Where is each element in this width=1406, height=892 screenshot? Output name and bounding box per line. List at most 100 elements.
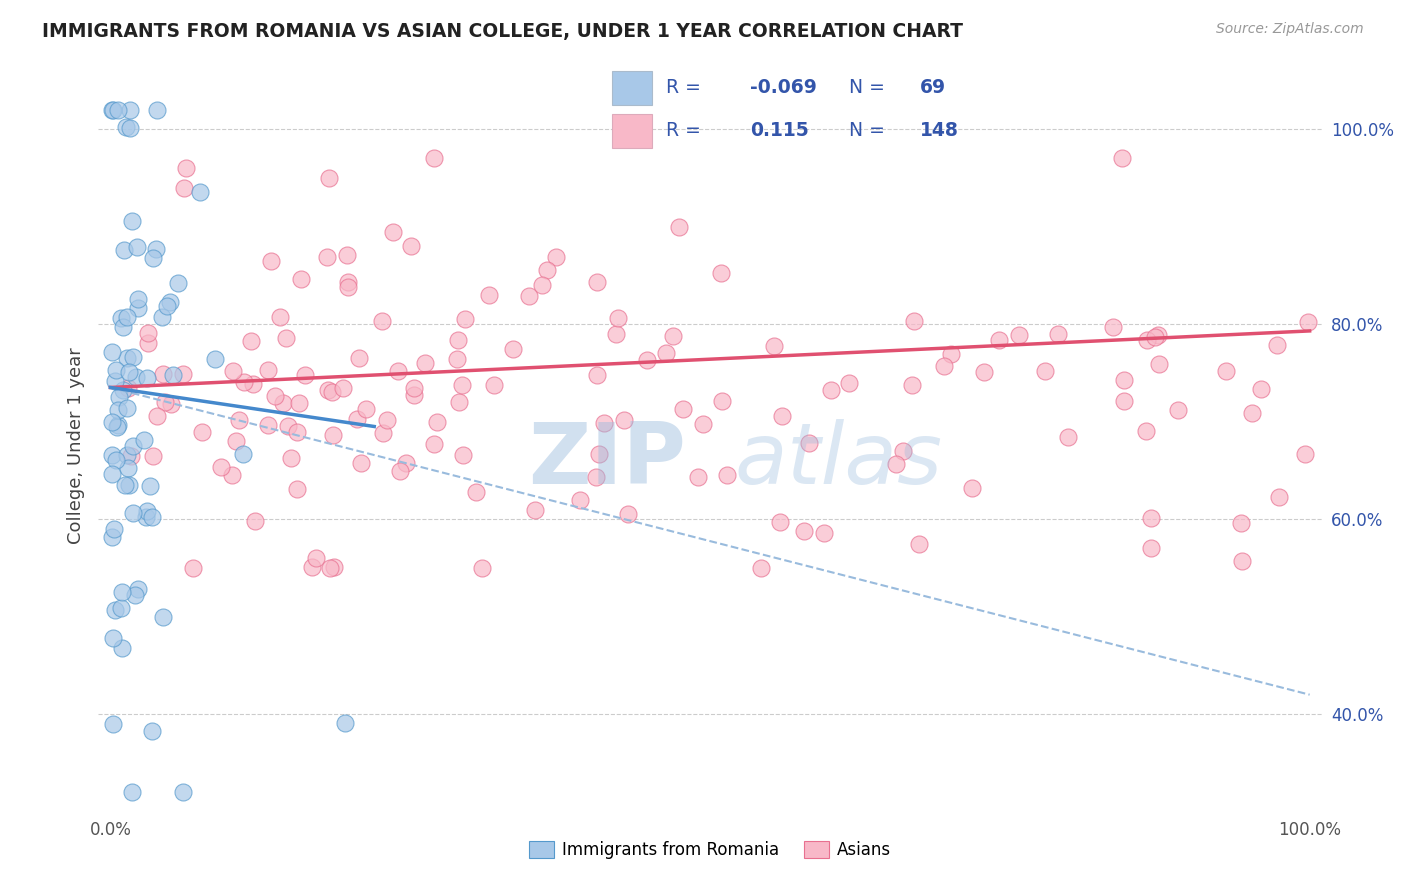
Point xyxy=(107,103,129,117)
Point xyxy=(692,417,714,431)
Point xyxy=(332,381,354,395)
Point xyxy=(793,524,815,539)
Point xyxy=(233,376,256,390)
Point xyxy=(127,293,149,307)
Point xyxy=(209,460,232,475)
Point xyxy=(592,417,614,431)
Point xyxy=(813,525,835,540)
Point xyxy=(447,333,470,347)
Point xyxy=(373,425,395,440)
Point xyxy=(932,359,955,373)
Point xyxy=(100,345,122,359)
Point xyxy=(371,314,394,328)
Point xyxy=(104,602,127,616)
Point xyxy=(903,314,925,328)
Point xyxy=(122,439,145,453)
Point xyxy=(1114,394,1136,409)
Point xyxy=(1143,329,1166,343)
Text: N =: N = xyxy=(849,78,884,97)
Point xyxy=(103,374,125,388)
Point xyxy=(395,456,418,470)
Point xyxy=(318,170,340,185)
Point xyxy=(124,588,146,602)
Point xyxy=(1135,424,1157,438)
Point xyxy=(112,244,135,258)
Point xyxy=(588,447,610,461)
Point xyxy=(136,371,159,385)
Point xyxy=(290,271,312,285)
Point xyxy=(243,515,266,529)
Point xyxy=(125,239,148,253)
Point xyxy=(146,103,169,117)
Point xyxy=(156,299,179,313)
Point xyxy=(465,485,488,500)
Point xyxy=(471,561,494,575)
Point xyxy=(115,401,138,415)
Point xyxy=(120,449,142,463)
Point xyxy=(318,383,340,397)
Point xyxy=(127,301,149,315)
Point xyxy=(973,365,995,379)
Point xyxy=(336,280,359,294)
Point xyxy=(142,251,165,265)
Point xyxy=(770,409,793,423)
Point xyxy=(749,561,772,575)
Point xyxy=(1240,406,1263,420)
Point xyxy=(346,412,368,426)
Text: 0.115: 0.115 xyxy=(751,121,808,140)
Point xyxy=(117,461,139,475)
Point xyxy=(132,433,155,447)
Point xyxy=(228,412,250,426)
Point xyxy=(115,351,138,365)
Point xyxy=(484,378,506,392)
Point xyxy=(257,363,280,377)
Point xyxy=(1267,490,1289,504)
Point xyxy=(884,458,907,472)
Point xyxy=(449,395,471,409)
Point xyxy=(111,584,134,599)
Point xyxy=(136,326,159,340)
Point xyxy=(162,368,184,382)
Point xyxy=(152,610,174,624)
Text: Source: ZipAtlas.com: Source: ZipAtlas.com xyxy=(1216,22,1364,37)
Point xyxy=(141,510,163,524)
Point xyxy=(900,377,922,392)
Point xyxy=(101,530,124,544)
Point xyxy=(524,503,547,517)
Point xyxy=(1147,327,1170,342)
Point xyxy=(1114,373,1136,387)
Point xyxy=(276,331,298,345)
Point xyxy=(204,351,226,366)
Point xyxy=(402,381,425,395)
Point xyxy=(167,277,190,291)
Point xyxy=(1250,382,1272,396)
Text: R =: R = xyxy=(665,121,700,140)
Text: -0.069: -0.069 xyxy=(751,78,817,97)
Point xyxy=(517,289,540,303)
Point xyxy=(1008,328,1031,343)
Point xyxy=(277,419,299,434)
Point xyxy=(107,417,129,432)
Point xyxy=(1167,403,1189,417)
Point xyxy=(104,363,127,377)
Point xyxy=(136,336,159,351)
Point xyxy=(176,161,198,175)
Point xyxy=(586,368,609,382)
Point xyxy=(616,507,638,521)
Point xyxy=(115,310,138,325)
Point xyxy=(586,275,609,289)
Point xyxy=(710,393,733,408)
Point xyxy=(1230,516,1253,530)
Point xyxy=(478,288,501,302)
Point xyxy=(101,717,124,731)
Point xyxy=(232,447,254,461)
Text: 148: 148 xyxy=(920,121,959,140)
Text: N =: N = xyxy=(849,121,884,140)
Text: ZIP: ZIP xyxy=(527,419,686,502)
Point xyxy=(762,339,785,353)
Point xyxy=(502,342,524,356)
Point xyxy=(446,351,468,366)
Point xyxy=(141,724,163,739)
Point xyxy=(118,103,141,117)
Point xyxy=(294,368,316,383)
